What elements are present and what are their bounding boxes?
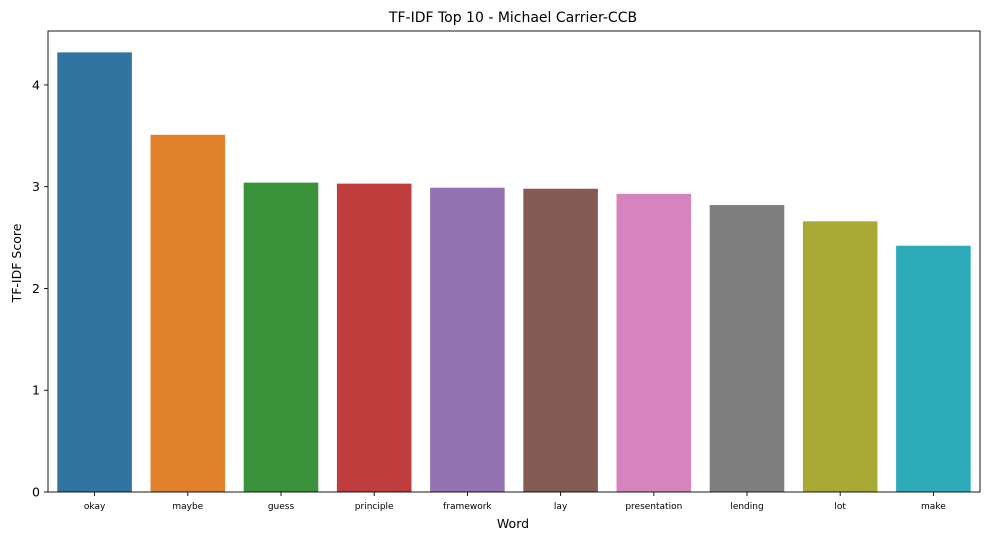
x-tick-label-framework: framework: [443, 502, 492, 512]
bar-guess: [243, 182, 319, 492]
plot-frame: [47, 30, 981, 493]
y-tick-label: 1: [32, 383, 40, 398]
bar-maybe: [150, 134, 226, 493]
bar-lot: [802, 221, 878, 493]
bar-lending: [709, 205, 785, 492]
axes-layer: [47, 30, 981, 493]
x-tick-label-maybe: maybe: [172, 502, 203, 512]
y-tick-label: 3: [32, 179, 40, 194]
x-tick-label-okay: okay: [84, 502, 106, 512]
y-axis-label: TF-IDF Score: [9, 223, 24, 303]
bar-make: [896, 245, 971, 492]
bar-principle: [336, 183, 412, 492]
x-tick-label-make: make: [921, 502, 946, 512]
bar-okay: [57, 52, 132, 493]
x-tick-label-lay: lay: [554, 502, 568, 512]
y-axis: 0 1 2 3 4: [32, 77, 48, 500]
chart-title: TF-IDF Top 10 - Michael Carrier-CCB: [388, 10, 637, 26]
bar-framework: [430, 187, 505, 492]
x-axis: okay maybe guess principle framework lay prese…: [84, 492, 946, 512]
x-tick-label-lot: lot: [834, 502, 846, 512]
y-tick-label: 0: [32, 485, 40, 500]
x-tick-label-guess: guess: [268, 502, 295, 512]
bar-lay: [523, 188, 598, 493]
bar-presentation: [616, 193, 692, 492]
y-tick-label: 2: [32, 281, 40, 296]
x-axis-label: Word: [497, 516, 529, 531]
x-tick-label-principle: principle: [355, 502, 394, 512]
x-tick-label-lending: lending: [730, 502, 763, 512]
y-tick-label: 4: [32, 77, 40, 92]
bars-layer: [57, 52, 971, 493]
x-tick-label-presentation: presentation: [625, 502, 682, 512]
